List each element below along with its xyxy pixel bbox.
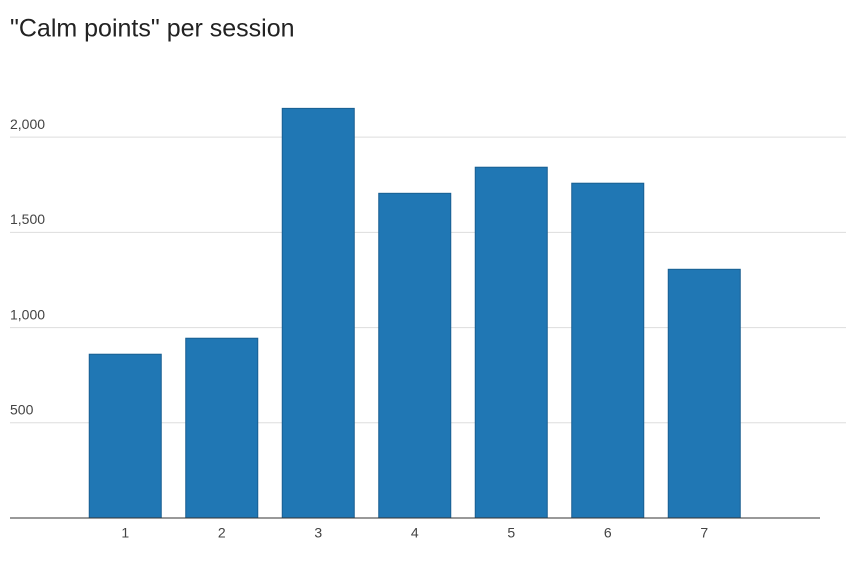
y-tick-label: 1,500: [10, 211, 45, 227]
x-tick-label: 1: [121, 525, 129, 541]
x-tick-label: 3: [314, 525, 322, 541]
x-tick-label: 5: [507, 525, 515, 541]
chart-title: "Calm points" per session: [10, 15, 295, 43]
bar: [281, 107, 355, 519]
x-tick-label: 7: [700, 525, 708, 541]
x-tick-label: 4: [411, 525, 419, 541]
y-tick-label: 500: [10, 401, 34, 417]
bar: [667, 268, 741, 519]
bar: [185, 337, 259, 519]
x-tick-label: 2: [218, 525, 226, 541]
x-tick-label: 6: [604, 525, 612, 541]
bar: [474, 166, 548, 519]
bar: [88, 353, 162, 519]
y-tick-label: 2,000: [10, 116, 45, 132]
bar: [571, 182, 645, 519]
bar: [378, 192, 452, 519]
y-tick-label: 1,000: [10, 306, 45, 322]
